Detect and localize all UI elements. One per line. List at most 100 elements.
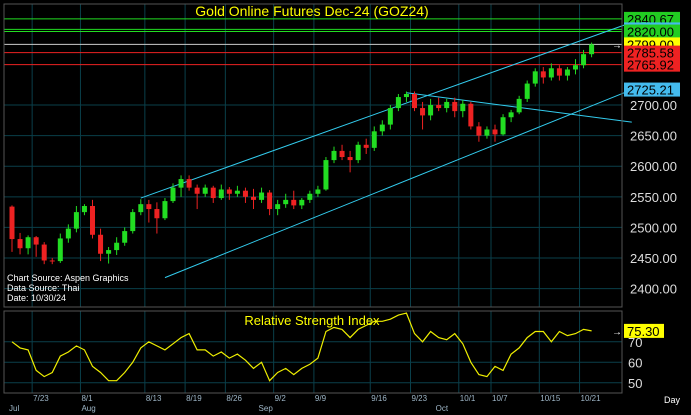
month-label: Aug	[81, 404, 95, 413]
price-level-label: 2765.92	[627, 58, 674, 73]
candle-body	[532, 71, 538, 84]
candle-body	[114, 242, 120, 251]
candle-body	[589, 44, 595, 55]
rsi-title: Relative Strength Index	[244, 313, 380, 328]
x-tick-label: 10/1	[460, 394, 476, 403]
trend-line	[164, 89, 632, 279]
candle-body	[275, 204, 281, 210]
candle-body	[395, 97, 401, 109]
rsi-last-arrow: →	[612, 327, 622, 338]
price-chart-title: Gold Online Futures Dec-24 (GOZ24)	[195, 3, 428, 19]
candle-body	[379, 124, 385, 132]
candle-body	[460, 103, 466, 112]
x-tick-label: 10/21	[581, 394, 602, 403]
axes: 2400.00 2450.00 2500.00 2550.00 2600.00 2650.…	[3, 3, 680, 413]
candle-body	[299, 199, 305, 206]
candle-body	[218, 189, 224, 199]
x-tick-label: 9/23	[412, 394, 428, 403]
candle-body	[57, 238, 63, 262]
rsi-y-tick-label: 60	[628, 355, 642, 370]
x-tick-label: 9/16	[371, 394, 387, 403]
price-level-tag	[624, 57, 680, 72]
candle-body	[291, 199, 297, 206]
last-price-arrow: →	[612, 40, 622, 51]
candle-body	[154, 209, 160, 219]
candle-body	[138, 204, 144, 213]
candle-body	[524, 83, 530, 99]
price-y-tick-label: 2700.00	[630, 98, 677, 113]
candle-body	[331, 150, 337, 161]
candle-body	[387, 108, 393, 125]
price-level-tag	[624, 24, 680, 39]
price-panel-frame	[3, 3, 623, 308]
rsi-last-tag	[624, 323, 664, 338]
price-level-tag	[624, 45, 680, 60]
x-axis-unit: Day	[664, 395, 681, 405]
candle-body	[234, 190, 240, 194]
rsi-y-tick-label: 50	[628, 376, 642, 391]
candle-body	[65, 228, 71, 239]
candle-body	[267, 192, 273, 210]
candle-body	[146, 204, 152, 210]
candle-body	[428, 105, 434, 116]
price-level-label: 2725.21	[627, 83, 674, 98]
candle-body	[436, 105, 442, 109]
candle-body	[581, 54, 587, 66]
candle-body	[573, 65, 578, 70]
candle-body	[242, 190, 248, 197]
x-tick-label: 9/9	[315, 394, 327, 403]
candle-body	[564, 69, 570, 76]
candle-body	[540, 71, 546, 78]
candle-body	[420, 108, 426, 116]
candle-body	[251, 196, 256, 200]
candle-body	[194, 187, 200, 194]
candle-body	[444, 101, 450, 109]
candle-body	[339, 150, 345, 158]
candle-body	[9, 206, 15, 240]
candle-body	[33, 237, 39, 245]
candle-body	[323, 160, 329, 190]
candle-body	[162, 201, 168, 219]
candle-body	[315, 189, 321, 194]
candle-body	[202, 187, 208, 194]
candle-body	[508, 112, 514, 118]
candlesticks	[9, 42, 595, 265]
candle-body	[556, 68, 562, 76]
price-level-tag	[624, 82, 680, 97]
candle-body	[484, 129, 490, 136]
x-tick-label: 8/1	[81, 394, 93, 403]
candle-body	[492, 129, 498, 135]
candle-body	[452, 101, 458, 112]
candle-body	[403, 93, 409, 98]
price-y-tick-label: 2400.00	[630, 282, 677, 297]
price-grid	[4, 4, 622, 307]
candle-body	[347, 157, 353, 161]
candle-body	[186, 179, 192, 188]
candle-body	[170, 187, 176, 202]
candle-body	[468, 103, 474, 127]
rsi-y-tick-label: 70	[628, 335, 642, 350]
rsi-panel-frame	[3, 310, 623, 394]
x-tick-label: 9/2	[275, 394, 287, 403]
rsi-line	[11, 312, 592, 382]
price-y-tick-label: 2450.00	[630, 251, 677, 266]
trend-line	[140, 21, 632, 199]
month-label: Sep	[259, 404, 274, 413]
candle-body	[476, 126, 482, 136]
candle-body	[307, 193, 313, 200]
data-source-line: Data Source: Thai	[7, 283, 79, 293]
candle-body	[371, 131, 377, 148]
candle-body	[210, 187, 216, 199]
candle-body	[25, 237, 31, 249]
candle-body	[412, 93, 417, 109]
candle-body	[90, 206, 95, 235]
x-tick-label: 8/26	[226, 394, 242, 403]
chart-source-line: Chart Source: Aspen Graphics	[7, 273, 129, 283]
rsi-series	[11, 312, 592, 382]
candle-body	[548, 68, 554, 78]
candle-body	[363, 144, 369, 148]
x-tick-label: 8/19	[186, 394, 202, 403]
candle-body	[81, 206, 87, 213]
candle-body	[516, 98, 522, 113]
